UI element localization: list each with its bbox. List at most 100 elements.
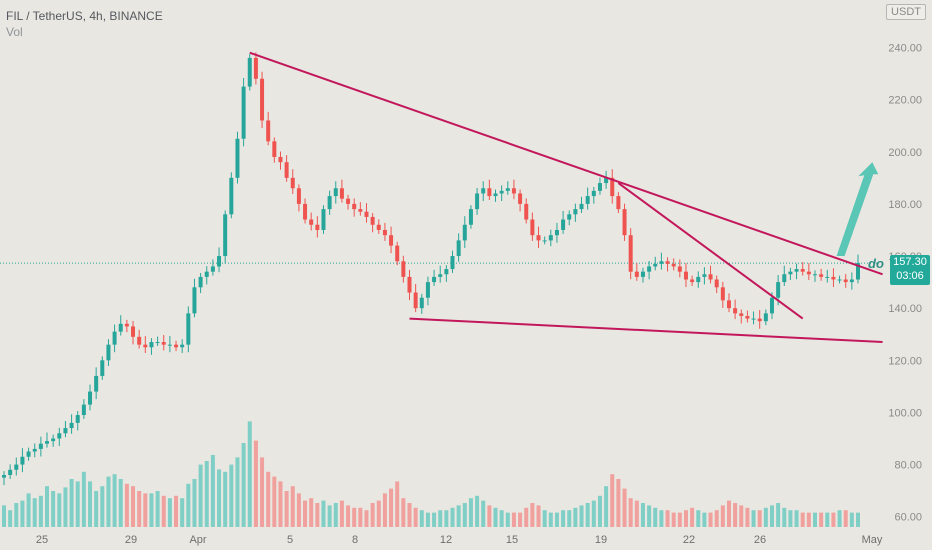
volume-bar xyxy=(432,512,437,527)
volume-bar xyxy=(266,471,271,527)
x-tick-label: May xyxy=(862,534,883,546)
volume-bar xyxy=(333,503,338,527)
volume-bar xyxy=(653,507,658,527)
volume-bar xyxy=(204,461,209,527)
x-tick-label: 29 xyxy=(125,534,137,546)
quote-unit-badge[interactable]: USDT xyxy=(886,4,926,20)
volume-label: Vol xyxy=(6,25,23,39)
candle xyxy=(530,219,535,236)
volume-bar xyxy=(223,471,228,527)
candle xyxy=(769,297,774,314)
candle xyxy=(94,375,99,392)
volume-bar xyxy=(192,479,197,527)
volume-bar xyxy=(530,503,535,527)
volume-bar xyxy=(321,500,326,527)
volume-bar xyxy=(155,491,160,527)
candle xyxy=(266,120,271,142)
volume-bar xyxy=(518,512,523,527)
candle xyxy=(167,344,172,346)
volume-bar xyxy=(456,505,461,527)
volume-bar xyxy=(505,512,510,527)
symbol-title: FIL / TetherUS, 4h, BINANCE xyxy=(6,9,163,23)
volume-bar xyxy=(788,510,793,527)
candle xyxy=(192,287,197,314)
volume-bar xyxy=(38,495,43,527)
volume-bar xyxy=(647,505,652,527)
candle xyxy=(677,266,682,272)
candle xyxy=(51,438,56,442)
volume-bar xyxy=(278,481,283,527)
volume-bar xyxy=(174,495,179,527)
volume-bar xyxy=(272,476,277,527)
volume-bar xyxy=(536,505,541,527)
candle xyxy=(352,203,357,210)
y-tick-label: 80.00 xyxy=(894,460,922,472)
volume-bar xyxy=(235,457,240,527)
candle xyxy=(468,209,473,225)
candle xyxy=(88,391,93,405)
candle xyxy=(806,271,811,275)
y-tick-label: 240.00 xyxy=(888,43,922,55)
candle xyxy=(346,198,351,204)
volume-bar xyxy=(303,500,308,527)
candle xyxy=(542,240,547,242)
x-tick-label: 8 xyxy=(352,534,358,546)
trendline xyxy=(249,51,883,276)
volume-bar xyxy=(493,507,498,527)
candle xyxy=(849,279,854,283)
volume-bar xyxy=(683,510,688,527)
candle xyxy=(634,271,639,277)
volume-bar xyxy=(597,495,602,527)
candle xyxy=(149,342,154,348)
volume-bar xyxy=(186,483,191,527)
volume-bar xyxy=(634,500,639,527)
candle xyxy=(757,318,762,322)
candle xyxy=(290,177,295,189)
candle xyxy=(425,282,430,298)
candle xyxy=(100,360,105,376)
candle xyxy=(690,279,695,283)
last-price-tag: 157.30 03:06 xyxy=(890,255,930,285)
candle xyxy=(475,193,480,210)
volume-bar xyxy=(837,510,842,527)
candle xyxy=(161,342,166,345)
candle xyxy=(800,269,805,272)
candle xyxy=(131,326,136,337)
candle xyxy=(493,193,498,197)
candle xyxy=(413,292,418,309)
candle xyxy=(26,451,31,457)
volume-bar xyxy=(407,503,412,527)
candle xyxy=(616,196,621,210)
candle xyxy=(788,271,793,275)
candle xyxy=(462,224,467,241)
volume-bar xyxy=(260,457,265,527)
candle xyxy=(69,422,74,429)
candle xyxy=(831,276,836,280)
candle xyxy=(339,188,344,199)
volume-bar xyxy=(419,510,424,527)
candle xyxy=(235,138,240,178)
volume-bar xyxy=(819,512,824,527)
candle xyxy=(856,263,860,280)
volume-bar xyxy=(395,481,400,527)
candle xyxy=(548,235,553,241)
candle xyxy=(671,263,676,267)
volume-bar xyxy=(149,493,154,527)
volume-bar xyxy=(63,487,68,527)
volume-bar xyxy=(75,481,80,527)
candle xyxy=(751,318,756,320)
candle xyxy=(659,261,664,264)
volume-bar xyxy=(671,512,676,527)
x-tick-label: 26 xyxy=(754,534,766,546)
volume-bar xyxy=(567,510,572,527)
volume-bar xyxy=(389,488,394,527)
volume-bar xyxy=(769,505,774,527)
candle xyxy=(567,214,572,220)
volume-bar xyxy=(296,493,301,527)
candle xyxy=(229,177,234,215)
candle xyxy=(309,219,314,225)
y-tick-label: 200.00 xyxy=(888,147,922,159)
candle xyxy=(622,209,627,236)
volume-bar xyxy=(554,512,559,527)
